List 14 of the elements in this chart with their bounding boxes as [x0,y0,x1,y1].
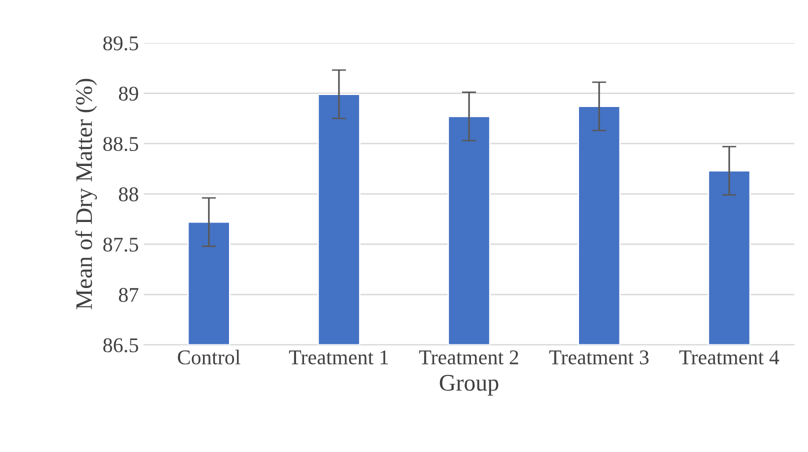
y-tick-label: 89 [118,86,138,101]
x-tick-label: Treatment 4 [679,350,780,364]
y-axis-title: Mean of Dry Matter (%) [75,78,97,310]
x-tick-label: Control [178,350,240,364]
y-tick-label: 87.5 [103,238,138,252]
x-tick-label: Treatment 3 [549,350,649,364]
x-axis-title: Group [440,374,498,396]
x-tick-label: Treatment 2 [419,350,518,364]
y-tick-label: 86.5 [103,338,138,352]
x-tick-label: Treatment 1 [289,350,388,364]
y-tick-label: 88 [118,187,138,202]
y-tick-label: 88.5 [103,136,138,152]
y-tick-label: 89.5 [103,36,138,50]
y-tick-label: 87 [118,288,138,302]
